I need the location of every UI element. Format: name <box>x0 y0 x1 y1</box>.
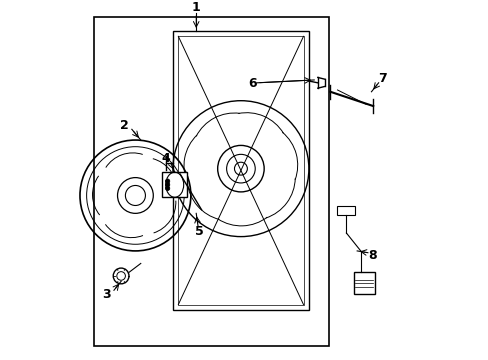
Text: 4: 4 <box>161 153 170 166</box>
Text: 7: 7 <box>377 72 386 85</box>
Bar <box>337 206 355 215</box>
Bar <box>353 273 374 294</box>
Bar <box>94 17 328 346</box>
Bar <box>173 31 308 310</box>
Circle shape <box>165 183 169 187</box>
Text: 2: 2 <box>120 119 128 132</box>
Text: 6: 6 <box>247 77 256 90</box>
Text: 3: 3 <box>102 288 111 301</box>
Bar <box>178 36 303 305</box>
Circle shape <box>165 186 169 190</box>
Text: 5: 5 <box>195 225 204 238</box>
Text: 1: 1 <box>191 1 200 14</box>
Circle shape <box>165 179 169 183</box>
Bar <box>162 172 187 197</box>
Text: 8: 8 <box>367 249 376 262</box>
